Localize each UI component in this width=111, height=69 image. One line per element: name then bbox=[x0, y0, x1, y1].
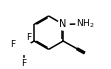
Text: F: F bbox=[26, 33, 31, 42]
Text: NH$_2$: NH$_2$ bbox=[76, 17, 95, 30]
Text: F: F bbox=[10, 40, 15, 49]
Text: N: N bbox=[59, 19, 67, 29]
Text: F: F bbox=[21, 59, 26, 67]
